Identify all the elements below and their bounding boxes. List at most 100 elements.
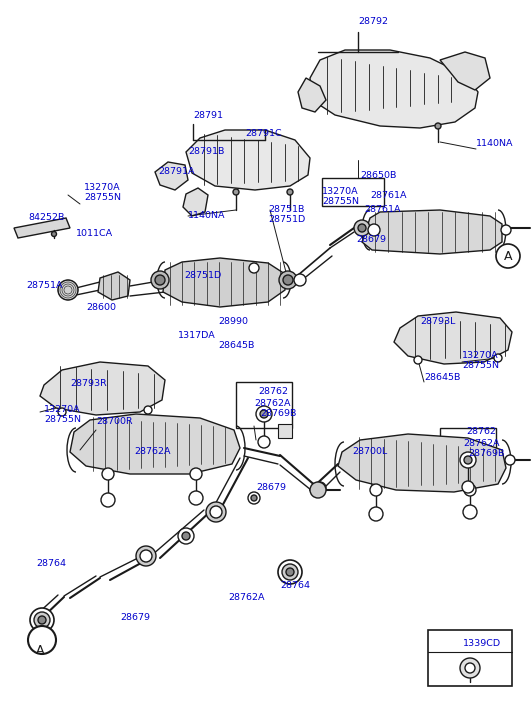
Text: 13270A: 13270A xyxy=(84,183,121,193)
Circle shape xyxy=(287,189,293,195)
Text: 28755N: 28755N xyxy=(44,416,81,425)
Text: 28700R: 28700R xyxy=(96,417,132,427)
Circle shape xyxy=(314,482,326,494)
Polygon shape xyxy=(186,130,310,190)
Circle shape xyxy=(178,528,194,544)
Circle shape xyxy=(317,485,323,491)
Text: 28751B: 28751B xyxy=(268,206,304,214)
Bar xyxy=(322,178,384,206)
Circle shape xyxy=(140,550,152,562)
Polygon shape xyxy=(70,414,240,474)
Circle shape xyxy=(136,546,156,566)
Text: 28791: 28791 xyxy=(193,111,223,121)
Circle shape xyxy=(464,484,476,496)
Circle shape xyxy=(151,271,169,289)
Polygon shape xyxy=(440,52,490,90)
Bar xyxy=(278,424,292,438)
Text: 28600: 28600 xyxy=(86,303,116,313)
Circle shape xyxy=(358,224,366,232)
Text: 13270A: 13270A xyxy=(462,351,498,361)
Circle shape xyxy=(155,275,165,285)
Circle shape xyxy=(282,564,298,580)
Text: 28679: 28679 xyxy=(256,483,286,492)
Bar xyxy=(482,470,496,484)
Circle shape xyxy=(258,436,270,448)
Text: 28679: 28679 xyxy=(356,236,386,244)
Text: A: A xyxy=(504,249,512,262)
Text: 1140NA: 1140NA xyxy=(476,139,513,148)
Circle shape xyxy=(286,568,294,576)
Text: 1140NA: 1140NA xyxy=(188,212,226,220)
Text: 28762A: 28762A xyxy=(254,398,290,408)
Circle shape xyxy=(233,189,239,195)
Polygon shape xyxy=(298,78,326,112)
Text: 13270A: 13270A xyxy=(44,406,81,414)
Bar xyxy=(428,630,512,686)
Bar xyxy=(236,382,292,428)
Text: 28679: 28679 xyxy=(120,613,150,622)
Circle shape xyxy=(144,406,152,414)
Text: 28793R: 28793R xyxy=(70,379,107,388)
Text: 28793L: 28793L xyxy=(420,318,455,326)
Text: 28762: 28762 xyxy=(466,427,496,436)
Circle shape xyxy=(354,220,370,236)
Text: 28751D: 28751D xyxy=(184,271,221,281)
Text: 28762: 28762 xyxy=(258,387,288,396)
Circle shape xyxy=(464,456,472,464)
Circle shape xyxy=(369,507,383,521)
Text: 28650B: 28650B xyxy=(360,172,396,180)
Polygon shape xyxy=(98,272,130,300)
Circle shape xyxy=(182,532,190,540)
Polygon shape xyxy=(155,162,188,190)
Circle shape xyxy=(189,491,203,505)
Text: 28762A: 28762A xyxy=(228,593,264,603)
Circle shape xyxy=(460,658,480,678)
Circle shape xyxy=(462,481,474,493)
Circle shape xyxy=(465,663,475,673)
Text: 28700L: 28700L xyxy=(352,448,387,457)
Circle shape xyxy=(52,231,56,236)
Text: 28755N: 28755N xyxy=(322,198,359,206)
Text: 28792: 28792 xyxy=(358,17,388,26)
Text: 28762A: 28762A xyxy=(463,438,500,448)
Polygon shape xyxy=(338,434,506,492)
Text: 28761A: 28761A xyxy=(370,191,406,201)
Text: 28755N: 28755N xyxy=(462,361,499,371)
Text: 28762A: 28762A xyxy=(134,448,170,457)
Circle shape xyxy=(496,244,520,268)
Circle shape xyxy=(260,410,268,418)
Circle shape xyxy=(279,271,297,289)
Circle shape xyxy=(206,502,226,522)
Polygon shape xyxy=(14,218,70,238)
Text: 28751D: 28751D xyxy=(268,215,305,225)
Circle shape xyxy=(368,224,380,236)
Text: 28791A: 28791A xyxy=(158,167,195,177)
Circle shape xyxy=(435,123,441,129)
Circle shape xyxy=(38,616,46,624)
Circle shape xyxy=(370,484,382,496)
Text: 28755N: 28755N xyxy=(84,193,121,203)
Circle shape xyxy=(34,612,50,628)
Circle shape xyxy=(256,406,272,422)
Text: 28761A: 28761A xyxy=(364,206,401,214)
Circle shape xyxy=(210,506,222,518)
Circle shape xyxy=(283,275,293,285)
Polygon shape xyxy=(394,312,512,364)
Polygon shape xyxy=(163,258,285,307)
Polygon shape xyxy=(40,362,165,415)
Circle shape xyxy=(501,225,511,235)
Polygon shape xyxy=(310,50,478,128)
Circle shape xyxy=(58,280,78,300)
Text: 28645B: 28645B xyxy=(218,342,254,350)
Circle shape xyxy=(494,354,502,362)
Circle shape xyxy=(310,482,326,498)
Circle shape xyxy=(278,560,302,584)
Circle shape xyxy=(28,626,56,654)
Text: 28769B: 28769B xyxy=(260,409,296,419)
Text: 84252B: 84252B xyxy=(28,214,64,222)
Polygon shape xyxy=(362,210,502,254)
Text: 28990: 28990 xyxy=(218,318,248,326)
Circle shape xyxy=(58,408,66,416)
Text: 1339CD: 1339CD xyxy=(463,640,501,648)
Circle shape xyxy=(505,455,515,465)
